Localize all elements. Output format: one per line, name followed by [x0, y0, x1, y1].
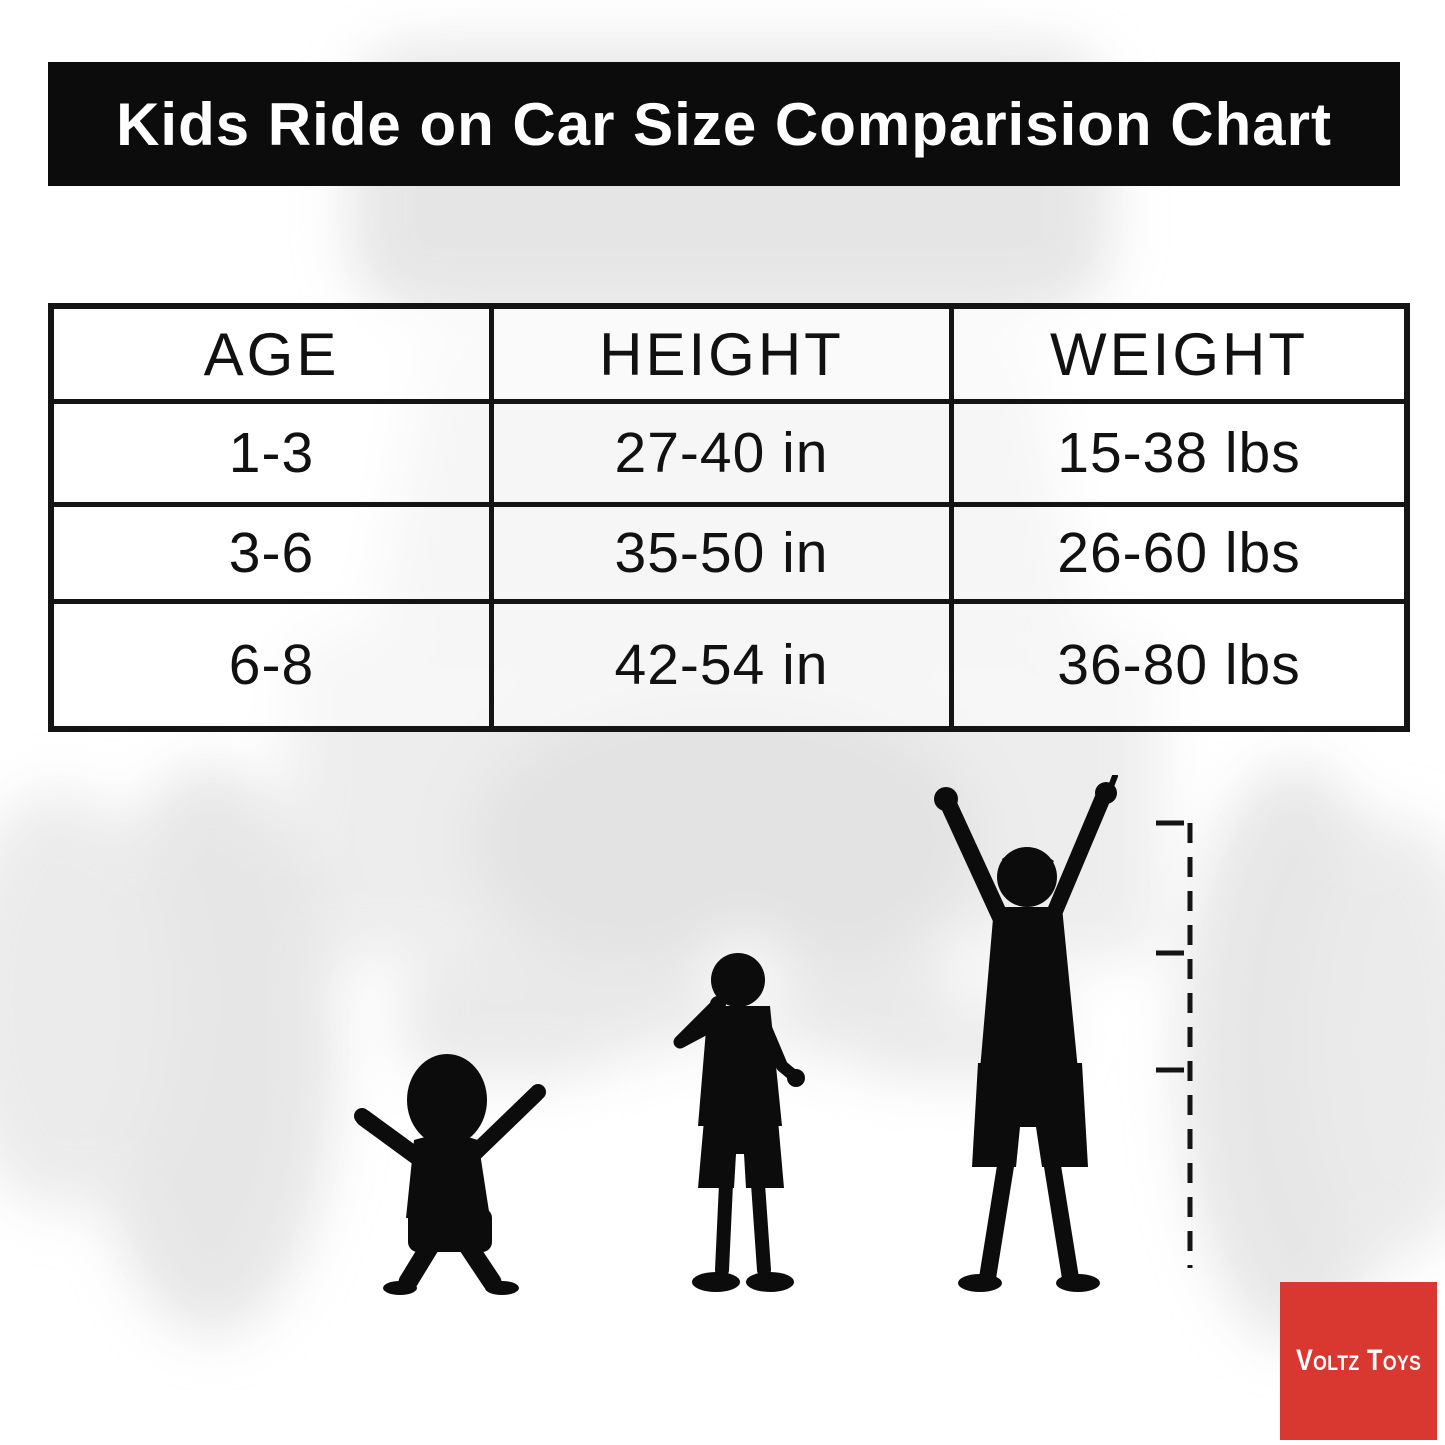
title-bar: Kids Ride on Car Size Comparision Chart: [48, 62, 1400, 186]
table-cell-height-row2: 35-50 in: [494, 507, 954, 604]
older-boy-silhouette-icon: [934, 775, 1118, 1292]
size-comparison-table: AGE HEIGHT WEIGHT 1-3 27-40 in 15-38 lbs…: [48, 303, 1410, 732]
table-cell-age-row3: 6-8: [54, 604, 494, 726]
voltz-toys-logo: Voltz Toys: [1280, 1282, 1437, 1440]
table-cell-weight-row3: 36-80 lbs: [954, 604, 1404, 726]
table-cell-height-row3: 42-54 in: [494, 604, 954, 726]
col-header-age: AGE: [54, 309, 494, 404]
brand-name: Voltz Toys: [1295, 1344, 1422, 1377]
table-cell-weight-row2: 26-60 lbs: [954, 507, 1404, 604]
toddler-silhouette-icon: [354, 1054, 546, 1295]
table-cell-age-row2: 3-6: [54, 507, 494, 604]
table-cell-weight-row1: 15-38 lbs: [954, 404, 1404, 507]
young-boy-silhouette-icon: [673, 953, 805, 1292]
col-header-height: HEIGHT: [494, 309, 954, 404]
page-title: Kids Ride on Car Size Comparision Chart: [116, 90, 1332, 158]
table-cell-age-row1: 1-3: [54, 404, 494, 507]
table-cell-height-row1: 27-40 in: [494, 404, 954, 507]
col-header-weight: WEIGHT: [954, 309, 1404, 404]
dashed-height-ruler: [1156, 820, 1193, 1268]
